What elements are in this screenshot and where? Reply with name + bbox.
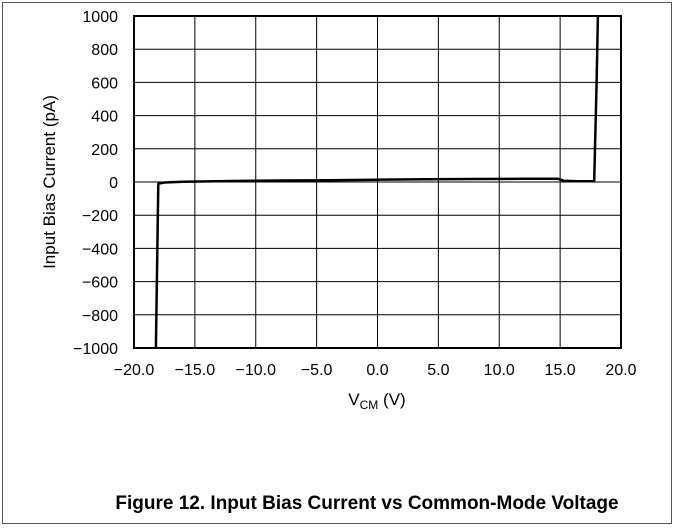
y-tick-label: −600 bbox=[82, 275, 118, 292]
y-tick-label: −200 bbox=[82, 208, 118, 225]
y-tick-label: 600 bbox=[91, 75, 118, 92]
x-tick-label: −15.0 bbox=[175, 362, 216, 379]
x-tick-label: 0.0 bbox=[366, 362, 388, 379]
y-tick-label: 800 bbox=[91, 42, 118, 59]
series-line bbox=[154, 15, 600, 349]
y-tick-label: 1000 bbox=[82, 9, 118, 26]
x-tick-label: 10.0 bbox=[484, 362, 515, 379]
y-axis-title: Input Bias Current (pA) bbox=[40, 95, 59, 269]
x-axis: −20.0 −15.0 −10.0 −5.0 0.0 5.0 10.0 15.0 20.0 bbox=[114, 362, 637, 379]
plot-area bbox=[133, 15, 622, 349]
x-tick-label: 20.0 bbox=[605, 362, 636, 379]
x-axis-title: VCM (V) bbox=[348, 390, 405, 412]
x-tick-label: 5.0 bbox=[427, 362, 449, 379]
y-tick-label: −800 bbox=[82, 308, 118, 325]
y-axis: 1000 800 600 400 200 0 −200 −400 −600 −800 −1000 bbox=[73, 9, 118, 358]
x-tick-label: −10.0 bbox=[236, 362, 277, 379]
series-layer bbox=[154, 15, 600, 349]
figure-caption: Figure 12. Input Bias Current vs Common-… bbox=[115, 493, 619, 514]
x-tick-label: −20.0 bbox=[114, 362, 155, 379]
y-tick-label: 400 bbox=[91, 109, 118, 126]
x-tick-label: −5.0 bbox=[301, 362, 333, 379]
x-tick-label: 15.0 bbox=[545, 362, 576, 379]
y-tick-label: 0 bbox=[109, 175, 118, 192]
x-axis-title-unit: (V) bbox=[378, 390, 405, 409]
y-tick-label: 200 bbox=[91, 142, 118, 159]
x-axis-title-subscript: CM bbox=[360, 398, 379, 412]
y-tick-label: −1000 bbox=[73, 341, 118, 358]
y-tick-label: −400 bbox=[82, 241, 118, 258]
x-axis-title-main: V bbox=[348, 390, 360, 409]
